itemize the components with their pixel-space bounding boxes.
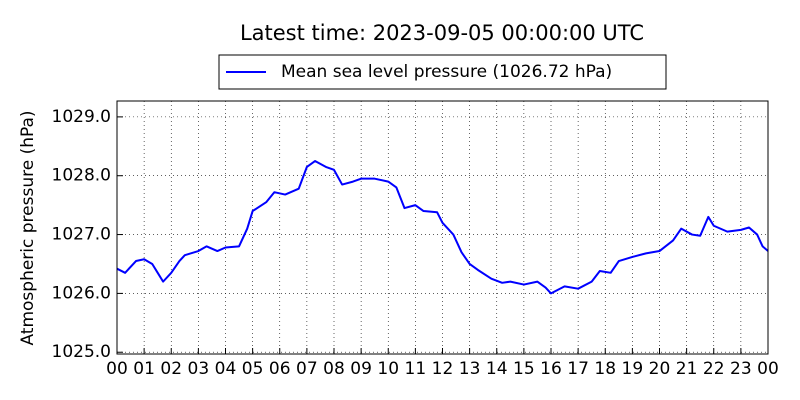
x-tick-label: 12 [432,359,454,379]
x-tick-label: 04 [215,359,237,379]
y-tick-label: 1026.0 [52,283,111,303]
x-tick-label: 17 [567,359,589,379]
x-tick-label: 14 [486,359,508,379]
x-tick-label: 16 [540,359,562,379]
x-tick-label: 20 [649,359,671,379]
x-tick-label: 00 [757,359,779,379]
x-tick-label: 23 [730,359,752,379]
x-tick-label: 11 [405,359,427,379]
x-tick-label: 18 [594,359,616,379]
line-series [116,160,769,295]
x-tick-label: 01 [133,359,155,379]
legend-label: Mean sea level pressure (1026.72 hPa) [281,62,612,82]
y-tick-label: 1027.0 [52,225,111,245]
x-tick-label: 19 [622,359,644,379]
legend-box [218,54,667,90]
x-tick-label: 13 [459,359,481,379]
y-tick-label: 1025.0 [52,342,111,362]
chart-title: Latest time: 2023-09-05 00:00:00 UTC [240,21,644,45]
x-tick-label: 00 [106,359,128,379]
x-tick-label: 03 [188,359,210,379]
x-tick-label: 15 [513,359,535,379]
x-tick-label: 22 [703,359,725,379]
y-tick-label: 1029.0 [52,107,111,127]
y-axis-label: Atmospheric pressure (hPa) [18,110,38,345]
x-tick-label: 07 [296,359,318,379]
x-tick-label: 06 [269,359,291,379]
x-tick-label: 10 [377,359,399,379]
x-tick-label: 09 [350,359,372,379]
y-tick-label: 1028.0 [52,166,111,186]
x-tick-label: 02 [160,359,182,379]
x-tick-label: 05 [242,359,264,379]
x-tick-label: 21 [676,359,698,379]
plot-frame [116,100,769,355]
x-tick-label: 08 [323,359,345,379]
